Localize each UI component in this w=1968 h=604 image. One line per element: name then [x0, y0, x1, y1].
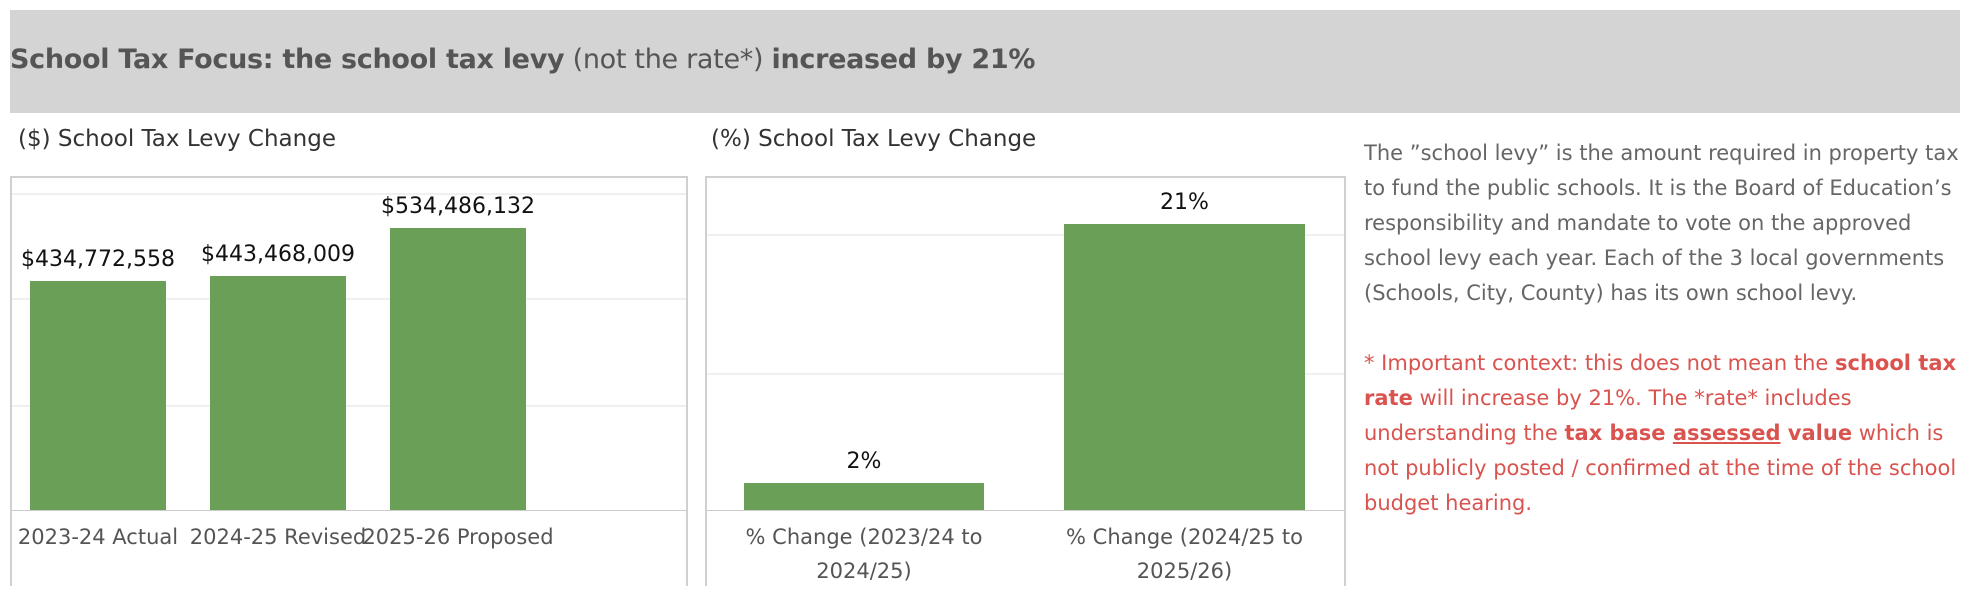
dashboard-title: School Tax Focus: the school tax levy (n…: [10, 44, 1035, 75]
title-bold: School Tax Focus: the school tax levy: [10, 44, 565, 75]
percent-chart-title: (%) School Tax Levy Change: [711, 126, 1037, 152]
gridline: [12, 405, 686, 407]
explanation-text: The ”school levy” is the amount required…: [1364, 136, 1964, 556]
bar-0[interactable]: [30, 280, 166, 510]
gridline: [707, 234, 1344, 236]
context-bold: school tax rate: [1364, 351, 1957, 410]
title-light: (not the rate*): [572, 44, 764, 75]
bar-1[interactable]: [210, 276, 346, 510]
bar-0[interactable]: [744, 482, 984, 510]
category-label: 2025-26 Proposed: [362, 525, 554, 549]
title-banner: School Tax Focus: the school tax levy (n…: [10, 10, 1960, 113]
category-label: % Change (2024/25 to 2025/26): [1024, 520, 1345, 588]
levy-definition: The ”school levy” is the amount required…: [1364, 141, 1959, 305]
value-label: $443,468,009: [201, 242, 355, 268]
context-bold: tax base: [1564, 421, 1673, 445]
percent-chart: 2% % Change (2023/24 to 2024/25) 21% % Chang…: [705, 176, 1346, 586]
important-context: * Important context: this does not mean …: [1364, 346, 1964, 521]
category-label-line: % Change (2024/25 to: [1066, 525, 1303, 549]
title-bold-end: increased by 21%: [771, 44, 1036, 75]
bar-2[interactable]: [390, 228, 526, 510]
value-label: $434,772,558: [21, 246, 175, 272]
category-label-line: 2024/25): [816, 559, 912, 583]
bar-1[interactable]: [1064, 224, 1305, 510]
dollar-chart: $434,772,558 2023-24 Actual $443,468,009 20…: [10, 176, 688, 586]
context-text: * Important context: this does not mean …: [1364, 351, 1836, 375]
context-underlined: assessed: [1672, 421, 1781, 445]
category-label-line: % Change (2023/24 to: [745, 525, 983, 549]
category-label: % Change (2023/24 to 2024/25): [704, 520, 1024, 588]
baseline: [707, 510, 1344, 511]
category-label: 2024-25 Revised: [189, 525, 367, 549]
gridline: [12, 193, 686, 195]
dollar-chart-title: ($) School Tax Levy Change: [18, 126, 336, 152]
value-label: 2%: [846, 448, 882, 474]
context-bold: value: [1780, 421, 1853, 445]
gridline: [707, 373, 1344, 375]
category-label: 2023-24 Actual: [17, 525, 179, 549]
context-text: which is not publicly posted / confirmed…: [1364, 421, 1957, 515]
baseline: [12, 510, 686, 511]
category-label-line: 2025/26): [1136, 559, 1233, 583]
context-text: will increase by 21%. The *rate* include…: [1364, 386, 1852, 445]
value-label: $534,486,132: [381, 194, 535, 220]
value-label: 21%: [1160, 190, 1209, 216]
gridline: [12, 298, 686, 300]
